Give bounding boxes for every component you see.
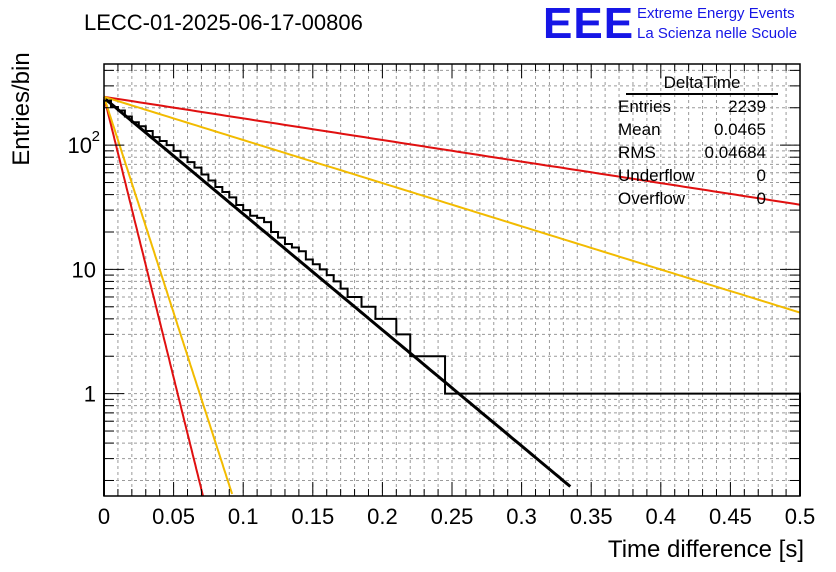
x-tick-label: 0.2 [367,504,398,529]
x-tick-label: 0 [98,504,110,529]
x-tick-label: 0.45 [709,504,752,529]
stats-value: 2239 [728,97,766,116]
fit-curve [103,96,234,495]
y-tick-label: 10 [68,133,92,158]
x-tick-label: 0.4 [646,504,677,529]
stats-value: 0.0465 [714,120,766,139]
x-tick-label: 0.3 [506,504,537,529]
fit-curve [103,96,572,488]
plot-frame [103,63,801,497]
logo-caption: Extreme Energy Events La Scienza nelle S… [637,4,797,44]
stats-box: DeltaTime Entries 2239 Mean 0.0465 RMS 0… [612,72,778,210]
x-tick-label: 0.1 [228,504,259,529]
fit-curve [103,96,204,497]
stats-row-mean: Mean 0.0465 [612,118,778,141]
y-tick-exponent: 2 [92,128,100,145]
logo-line-2: La Scienza nelle Scuole [637,25,798,42]
y-tick-label: 10 [72,257,96,282]
x-tick-label: 0.35 [570,504,613,529]
logo-line-1: Extreme Energy Events [637,5,795,22]
eee-logo: EEE [543,0,635,48]
stats-row-underflow: Underflow 0 [612,164,778,187]
stats-label: Mean [618,120,661,139]
stats-label: Entries [618,97,671,116]
x-tick-label: 0.05 [152,504,195,529]
stats-value: 0 [756,189,766,208]
stats-value: 0 [756,166,766,185]
x-tick-label: 0.25 [431,504,474,529]
stats-label: Underflow [618,166,695,185]
fit-curves [103,95,801,497]
grid-lines [104,64,800,496]
stats-row-overflow: Overflow 0 [612,187,778,210]
stats-row-rms: RMS 0.04684 [612,141,778,164]
fit-curve [103,95,801,206]
run-title: LECC-01-2025-06-17-00806 [84,10,363,35]
stats-value: 0.04684 [704,143,766,162]
y-axis-label: Entries/bin [8,52,35,166]
fit-curve [103,95,801,314]
x-tick-label: 0.5 [785,504,816,529]
stats-label: RMS [618,143,656,162]
x-tick-label: 0.15 [291,504,334,529]
y-tick-label: 1 [84,382,96,407]
axis-ticks: 0 0.05 0.1 0.15 0.2 0.25 0.3 0.35 0.4 0.45 0.5 1 10 1… [68,64,816,529]
histogram-bars [103,99,801,496]
stats-row-entries: Entries 2239 [612,95,778,118]
stats-title: DeltaTime [626,72,778,95]
x-axis-label: Time difference [s] [607,536,804,563]
stats-label: Overflow [618,189,686,208]
